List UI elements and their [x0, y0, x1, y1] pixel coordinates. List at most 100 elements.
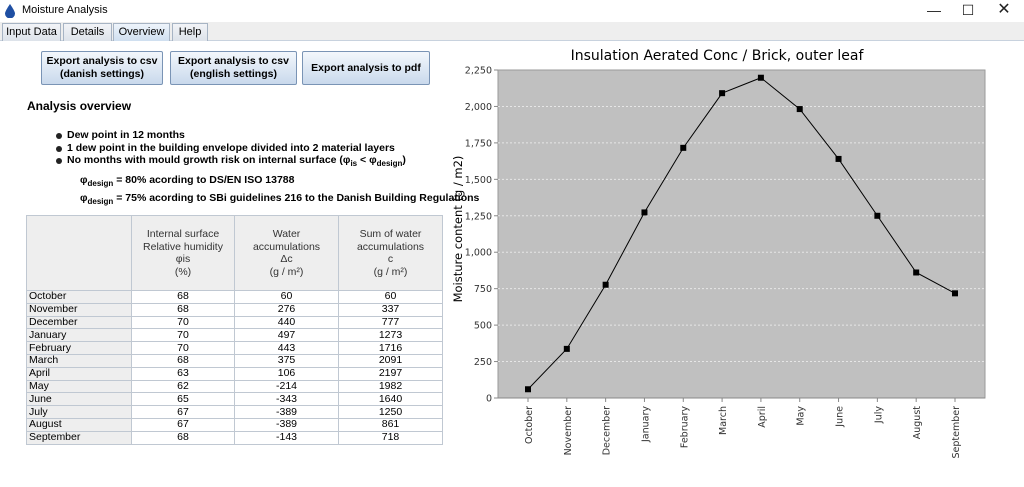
x-tick-label: April [757, 406, 768, 428]
data-point [796, 106, 803, 113]
cell-month: October [26, 290, 132, 304]
cell-month: March [26, 353, 132, 368]
cell-relative-humidity: 65 [131, 392, 235, 407]
cell-month: April [26, 366, 132, 381]
header-relative-humidity: Internal surface Relative humidity φis (… [131, 215, 235, 291]
cell-water-accumulation: 276 [234, 302, 339, 317]
table-row: July 67 -389 1250 [26, 405, 443, 419]
cell-water-accumulation: -389 [234, 417, 339, 432]
export-pdf-button[interactable]: Export analysis to pdf [302, 51, 430, 85]
tab-details[interactable]: Details [63, 23, 112, 41]
cell-relative-humidity: 63 [131, 366, 235, 381]
cell-relative-humidity: 68 [131, 290, 235, 304]
cell-sum-water: 2091 [338, 353, 443, 368]
bullet-dew-point-months: Dew point in 12 months [55, 129, 406, 142]
window-title: Moisture Analysis [22, 4, 108, 16]
cell-month: August [26, 417, 132, 432]
moisture-chart: Insulation Aerated Conc / Brick, outer l… [451, 48, 986, 459]
close-button[interactable]: ✕ [997, 1, 1011, 18]
export-csv-english-label: Export analysis to csv (english settings… [178, 55, 289, 80]
data-point [719, 90, 726, 97]
x-tick-label: November [563, 406, 574, 456]
cell-sum-water: 337 [338, 302, 443, 317]
cell-relative-humidity: 70 [131, 328, 235, 343]
y-tick-label: 1,000 [465, 248, 492, 259]
analysis-overview-title: Analysis overview [27, 99, 132, 113]
cell-sum-water: 861 [338, 417, 443, 432]
header-sum-water-accumulations: Sum of water accumulations c (g / m²) [338, 215, 443, 291]
cell-sum-water: 718 [338, 430, 443, 445]
tab-help[interactable]: Help [172, 23, 208, 41]
data-point [835, 155, 842, 162]
cell-sum-water: 1250 [338, 405, 443, 419]
plot-background [497, 69, 986, 399]
tab-input-data[interactable]: Input Data [2, 23, 61, 41]
table-row: February 70 443 1716 [26, 341, 443, 355]
maximize-button[interactable]: ☐ [961, 2, 975, 18]
cell-relative-humidity: 70 [131, 341, 235, 355]
y-tick-label: 1,750 [465, 138, 492, 149]
cell-water-accumulation: -389 [234, 405, 339, 419]
cell-water-accumulation: 497 [234, 328, 339, 343]
x-tick-label: December [602, 406, 613, 455]
data-point [913, 269, 920, 276]
bullet-mould-risk: No months with mould growth risk on inte… [55, 154, 406, 168]
x-tick-label: February [679, 406, 690, 448]
export-csv-english-button[interactable]: Export analysis to csv (english settings… [170, 51, 297, 85]
tab-bar: Input Data Details Overview Help [0, 22, 1024, 41]
cell-water-accumulation: 443 [234, 341, 339, 355]
table-header-row: Internal surface Relative humidity φis (… [26, 215, 443, 291]
data-point [952, 290, 958, 297]
cell-relative-humidity: 67 [131, 405, 235, 419]
header-month [26, 215, 132, 291]
data-point [525, 386, 531, 393]
y-tick-label: 1,250 [465, 211, 492, 222]
cell-month: June [26, 392, 132, 407]
cell-sum-water: 1640 [338, 392, 443, 407]
y-tick-label: 1,500 [465, 175, 492, 186]
tab-overview[interactable]: Overview [113, 23, 170, 41]
minimize-button[interactable]: — [927, 2, 941, 18]
y-tick-label: 500 [474, 321, 492, 332]
cell-relative-humidity: 62 [131, 379, 235, 394]
y-tick-label: 2,000 [465, 102, 492, 113]
cell-sum-water: 60 [338, 290, 443, 304]
cell-relative-humidity: 68 [131, 302, 235, 317]
cell-month: November [26, 302, 132, 317]
cell-water-accumulation: 375 [234, 353, 339, 368]
y-tick-label: 750 [474, 284, 492, 295]
table-row: August 67 -389 861 [26, 417, 443, 432]
table-row: January 70 497 1273 [26, 328, 443, 343]
cell-sum-water: 1273 [338, 328, 443, 343]
x-tick-label: August [912, 406, 923, 440]
y-tick-label: 0 [486, 394, 492, 405]
cell-month: July [26, 405, 132, 419]
chart-title: Insulation Aerated Conc / Brick, outer l… [571, 48, 865, 64]
cell-sum-water: 777 [338, 315, 443, 330]
x-tick-label: September [951, 406, 962, 459]
data-point [602, 281, 609, 288]
cell-month: December [26, 315, 132, 330]
phi-design-sbi-note: φdesign = 75% acording to SBi guidelines… [80, 192, 480, 207]
export-csv-danish-button[interactable]: Export analysis to csv (danish settings) [41, 51, 163, 85]
cell-month: February [26, 341, 132, 355]
export-csv-danish-label: Export analysis to csv (danish settings) [46, 55, 158, 80]
data-point [641, 209, 648, 216]
cell-relative-humidity: 68 [131, 430, 235, 445]
x-tick-label: January [640, 406, 651, 443]
cell-water-accumulation: 440 [234, 315, 339, 330]
title-bar: Moisture Analysis — ☐ ✕ [0, 0, 1024, 22]
series-line [527, 77, 956, 390]
cell-water-accumulation: 60 [234, 290, 339, 304]
overview-bullets: Dew point in 12 months 1 dew point in th… [55, 129, 406, 168]
cell-water-accumulation: 106 [234, 366, 339, 381]
cell-month: September [26, 430, 132, 445]
cell-relative-humidity: 67 [131, 417, 235, 432]
water-drop-icon [5, 4, 15, 18]
data-point [680, 144, 687, 151]
bullet-dew-point-layers: 1 dew point in the building envelope div… [55, 142, 406, 155]
cell-water-accumulation: -343 [234, 392, 339, 407]
cell-month: January [26, 328, 132, 343]
table-row: May 62 -214 1982 [26, 379, 443, 394]
table-row: November 68 276 337 [26, 302, 443, 317]
